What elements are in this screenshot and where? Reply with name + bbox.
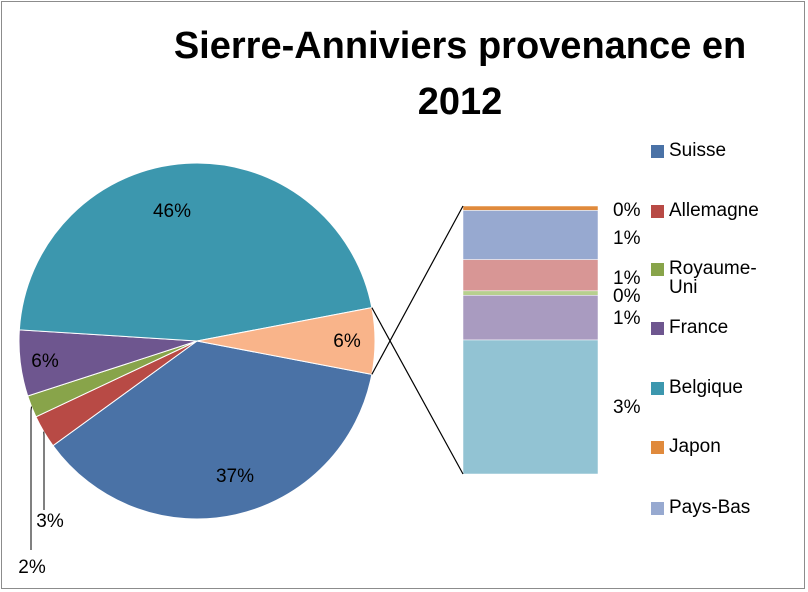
data-label: 6% — [333, 331, 361, 352]
bar-segment — [462, 290, 599, 296]
bar-segment — [462, 259, 599, 292]
legend-label: Royaume-Uni — [669, 258, 757, 298]
data-label: 1% — [613, 308, 641, 329]
legend-swatch — [651, 441, 664, 454]
data-label: 1% — [613, 268, 641, 289]
chart-title: Sierre-Anniviers provenance en 2012 — [173, 25, 747, 123]
data-label: 46% — [153, 201, 191, 222]
bar-segment — [462, 205, 599, 211]
data-label: 3% — [36, 511, 64, 532]
legend-item: Pays-Bas — [651, 498, 779, 517]
legend-item: Suisse — [651, 141, 779, 160]
legend-swatch — [651, 205, 664, 218]
data-label: 37% — [216, 466, 254, 487]
legend-swatch — [651, 382, 664, 395]
legend-label: Pays-Bas — [669, 497, 751, 518]
bar-segment — [462, 295, 599, 341]
bar-segment — [462, 210, 599, 260]
legend-swatch — [651, 322, 664, 335]
legend-item: Japon — [651, 437, 779, 456]
legend-item: Royaume-Uni — [651, 259, 779, 297]
data-label: 3% — [613, 397, 641, 418]
legend-swatch — [651, 263, 664, 276]
connector-line — [371, 307, 464, 475]
data-label: 0% — [613, 286, 641, 307]
data-label: 6% — [31, 351, 59, 372]
pie-slice — [18, 162, 373, 342]
legend-swatch — [651, 502, 664, 515]
legend-label: Suisse — [669, 140, 727, 161]
legend-label: Allemagne — [669, 200, 759, 221]
legend-label: Japon — [669, 436, 721, 457]
legend-label: France — [669, 317, 729, 338]
legend-item: Belgique — [651, 378, 779, 397]
bar-segment — [462, 339, 599, 475]
legend-label: Belgique — [669, 377, 743, 398]
data-label: 1% — [613, 228, 641, 249]
pie-slice — [52, 340, 373, 520]
data-label: 0% — [613, 200, 641, 221]
connector-line — [371, 205, 464, 375]
legend-item: Allemagne — [651, 201, 779, 220]
legend-swatch — [651, 145, 664, 158]
data-label: 2% — [18, 557, 46, 578]
legend-item: France — [651, 318, 779, 337]
